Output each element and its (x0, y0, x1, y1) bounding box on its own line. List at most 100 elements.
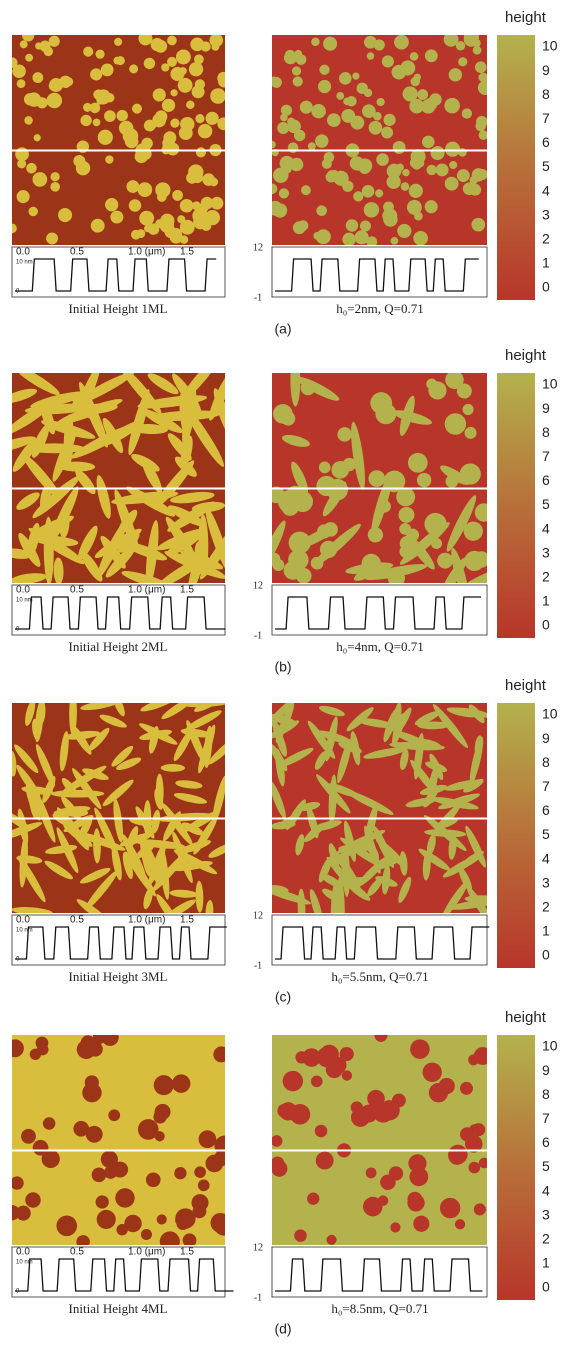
feature (171, 1074, 191, 1093)
feature (78, 381, 108, 448)
feature (468, 1161, 481, 1174)
feature (32, 475, 80, 519)
feature (170, 89, 178, 97)
feature (297, 220, 309, 231)
feature (35, 744, 56, 787)
feature (139, 729, 173, 740)
feature (167, 35, 177, 46)
feature (205, 900, 214, 913)
feature (366, 236, 378, 245)
feature (413, 73, 422, 81)
feature (418, 848, 451, 871)
feature (25, 53, 34, 62)
feature (396, 163, 404, 172)
feature (400, 182, 410, 191)
feature (180, 435, 193, 469)
feature (376, 153, 389, 166)
profile-zero-label: 0 (16, 627, 20, 633)
scale-top-label: 12 (253, 1242, 263, 1253)
feature (12, 573, 47, 583)
feature (42, 776, 56, 803)
feature (162, 136, 175, 150)
feature (114, 37, 123, 46)
feature (79, 867, 111, 884)
feature (273, 167, 289, 183)
feature (454, 1219, 466, 1230)
feature (28, 206, 38, 217)
feature (48, 80, 60, 92)
feature (402, 86, 418, 102)
feature (376, 97, 385, 107)
feature (409, 52, 419, 61)
colorbar-tick-label: 10 (542, 376, 558, 392)
feature (116, 757, 142, 771)
feature (295, 834, 305, 856)
feature (95, 1195, 109, 1209)
colorbar-tick-label: 2 (542, 231, 550, 247)
feature (111, 745, 134, 767)
feature (89, 102, 101, 114)
feature (116, 1224, 128, 1236)
feature (344, 840, 370, 857)
feature (468, 1054, 480, 1066)
feature (462, 182, 476, 196)
feature (21, 1128, 36, 1144)
feature (424, 97, 438, 111)
feature (80, 703, 120, 711)
profile-scale-label: 10 nm (16, 1260, 33, 1266)
feature (197, 1179, 210, 1192)
feature (292, 76, 303, 87)
feature (461, 108, 473, 119)
feature (299, 802, 321, 811)
feature (195, 114, 205, 124)
feature (166, 56, 177, 67)
feature (423, 786, 439, 808)
feature (12, 907, 53, 913)
feature (173, 729, 193, 762)
feature (197, 123, 213, 139)
feature (272, 886, 312, 905)
feature (365, 1167, 377, 1179)
colorbar-tick-label: 3 (542, 206, 550, 222)
feature (472, 1123, 486, 1137)
feature (191, 85, 205, 99)
image-features (12, 35, 225, 245)
feature (301, 185, 311, 196)
feature (53, 557, 64, 583)
feature (13, 373, 60, 395)
feature (472, 45, 482, 55)
feature (280, 113, 288, 122)
feature (399, 535, 416, 552)
feature (319, 540, 338, 559)
feature (281, 411, 296, 426)
feature (80, 114, 92, 127)
feature (208, 373, 225, 421)
feature (105, 544, 137, 578)
image-features (272, 35, 487, 245)
feature (12, 436, 36, 453)
feature (166, 899, 196, 913)
feature (373, 39, 385, 51)
feature (326, 113, 341, 127)
feature (453, 707, 487, 718)
colorbar-tick-label: 4 (542, 182, 550, 198)
feature (19, 40, 28, 49)
feature (105, 155, 114, 164)
feature (364, 564, 428, 580)
feature (12, 388, 38, 404)
feature (90, 68, 103, 81)
feature (444, 413, 467, 435)
feature (173, 793, 208, 804)
feature (204, 210, 220, 226)
feature (463, 521, 483, 541)
colorbar-title: height (505, 9, 547, 26)
feature (174, 1166, 187, 1180)
feature (76, 373, 100, 418)
profile-line (15, 258, 217, 292)
feature (161, 98, 176, 113)
colorbar-tick-label: 10 (542, 706, 558, 722)
feature (339, 72, 352, 85)
feature (354, 230, 369, 245)
feature (155, 110, 168, 123)
